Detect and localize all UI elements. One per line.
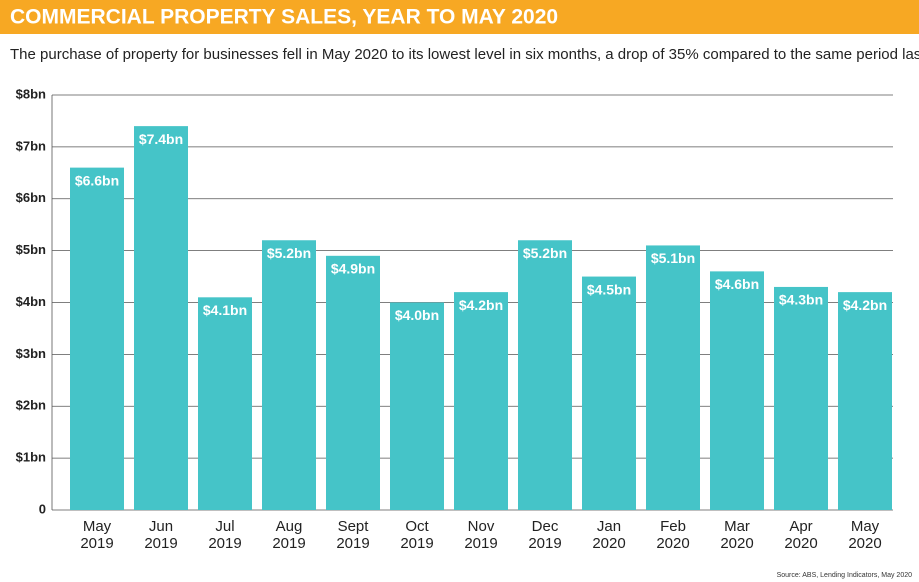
value-label: $4.2bn xyxy=(843,297,887,313)
y-tick-label: 0 xyxy=(39,501,46,516)
value-label: $4.0bn xyxy=(395,307,439,323)
y-tick-label: $5bn xyxy=(16,242,46,257)
bar xyxy=(70,167,124,510)
y-tick-label: $7bn xyxy=(16,138,46,153)
y-tick-label: $1bn xyxy=(16,450,46,465)
x-tick-label: Apr 2020 xyxy=(784,518,818,552)
bar xyxy=(774,286,828,510)
bar xyxy=(518,240,572,510)
bar xyxy=(646,245,700,510)
x-tick-label: Jun 2019 xyxy=(144,518,178,552)
x-tick-label: Jan 2020 xyxy=(592,518,626,552)
bar xyxy=(454,292,508,510)
value-label: $4.9bn xyxy=(331,261,375,277)
x-tick-label: Aug 2019 xyxy=(272,518,306,552)
value-label: $6.6bn xyxy=(75,172,119,188)
bar xyxy=(326,255,380,510)
source: Source: ABS, Lending Indicators, May 202… xyxy=(777,572,913,579)
y-tick-label: $2bn xyxy=(16,398,46,413)
value-label: $4.5bn xyxy=(587,281,631,297)
x-tick-label: Nov 2019 xyxy=(464,518,498,552)
value-label: $4.2bn xyxy=(459,297,503,313)
bar xyxy=(390,302,444,510)
value-label: $4.3bn xyxy=(779,292,823,308)
bar xyxy=(838,292,892,510)
bar xyxy=(582,276,636,510)
value-label: $5.2bn xyxy=(267,245,311,261)
x-tick-label: Mar 2020 xyxy=(720,518,754,552)
x-tick-label: Dec 2019 xyxy=(528,518,562,552)
y-tick-label: $4bn xyxy=(16,294,46,309)
x-tick-label: May 2020 xyxy=(848,518,882,552)
x-tick-label: Jul 2019 xyxy=(208,518,242,552)
y-tick-label: $8bn xyxy=(16,86,46,101)
title-bar xyxy=(0,0,919,34)
x-tick-label: Sept 2019 xyxy=(336,518,370,552)
chart-title: COMMERCIAL PROPERTY SALES, YEAR TO MAY 2… xyxy=(10,6,558,29)
value-label: $5.2bn xyxy=(523,245,567,261)
bar xyxy=(262,240,316,510)
value-label: $7.4bn xyxy=(139,131,183,147)
bar xyxy=(710,271,764,510)
x-tick-label: Feb 2020 xyxy=(656,518,690,552)
value-label: $4.6bn xyxy=(715,276,759,292)
y-tick-label: $3bn xyxy=(16,346,46,361)
value-label: $5.1bn xyxy=(651,250,695,266)
value-label: $4.1bn xyxy=(203,302,247,318)
x-tick-label: Oct 2019 xyxy=(400,518,434,552)
bar xyxy=(134,126,188,510)
y-tick-label: $6bn xyxy=(16,190,46,205)
x-tick-label: May 2019 xyxy=(80,518,114,552)
chart-subtitle: The purchase of property for businesses … xyxy=(10,46,919,63)
bar xyxy=(198,297,252,510)
